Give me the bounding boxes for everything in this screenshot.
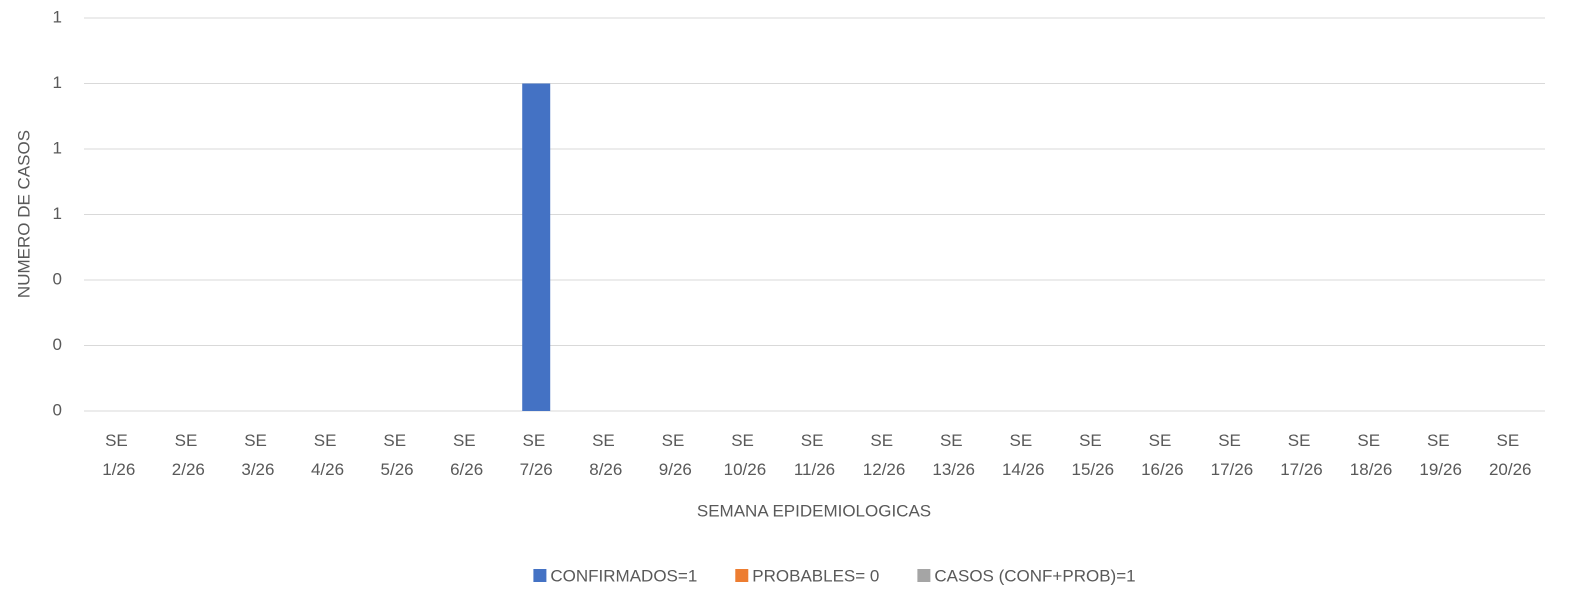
x-tick-label: SE 8/26: [589, 431, 622, 479]
x-tick-label: SE 18/26: [1350, 431, 1393, 479]
legend-label: PROBABLES= 0: [752, 566, 879, 585]
x-tick-label: SE 12/26: [863, 431, 906, 479]
legend-label: CASOS (CONF+PROB)=1: [934, 566, 1135, 585]
y-axis-title: NUMERO DE CASOS: [14, 130, 33, 298]
x-tick-label: SE 9/26: [659, 431, 692, 479]
y-tick-label: 0: [53, 400, 62, 419]
legend: CONFIRMADOS=1 PROBABLES= 0 CASOS (CONF+PRO…: [533, 566, 1136, 585]
x-tick-label: SE 14/26: [1002, 431, 1045, 479]
x-tick-label: SE 2/26: [172, 431, 205, 479]
x-tick-label: SE 6/26: [450, 431, 483, 479]
x-tick-label: SE 17/26: [1280, 431, 1323, 479]
x-tick-label: SE 11/26: [794, 431, 835, 479]
legend-swatch: [735, 569, 749, 582]
x-axis-title: SEMANA EPIDEMIOLOGICAS: [697, 501, 931, 520]
x-tick-label: SE 7/26: [520, 431, 553, 479]
legend-swatch: [917, 569, 931, 582]
bar: [522, 83, 551, 411]
x-tick-label: SE 20/26: [1489, 431, 1532, 479]
y-tick-label: 1: [53, 204, 62, 223]
y-tick-label: 1: [53, 73, 62, 92]
x-tick-label: SE 3/26: [241, 431, 274, 479]
y-tick-label: 0: [53, 269, 62, 288]
x-tick-label: SE 4/26: [311, 431, 344, 479]
x-tick-label: SE 17/26: [1211, 431, 1254, 479]
x-tick-label: SE 16/26: [1141, 431, 1184, 479]
legend-label: CONFIRMADOS=1: [550, 566, 697, 585]
x-tick-label: SE 5/26: [381, 431, 414, 479]
x-tick-label: SE 10/26: [724, 431, 767, 479]
legend-swatch: [533, 569, 547, 582]
x-tick-label: SE 13/26: [932, 431, 975, 479]
y-tick-label: 1: [53, 7, 62, 26]
x-tick-label: SE 15/26: [1072, 431, 1115, 479]
x-tick-label: SE 19/26: [1419, 431, 1462, 479]
y-tick-label: 1: [53, 138, 62, 157]
x-tick-label: SE 1/26: [102, 431, 135, 479]
y-tick-label: 0: [53, 335, 62, 354]
